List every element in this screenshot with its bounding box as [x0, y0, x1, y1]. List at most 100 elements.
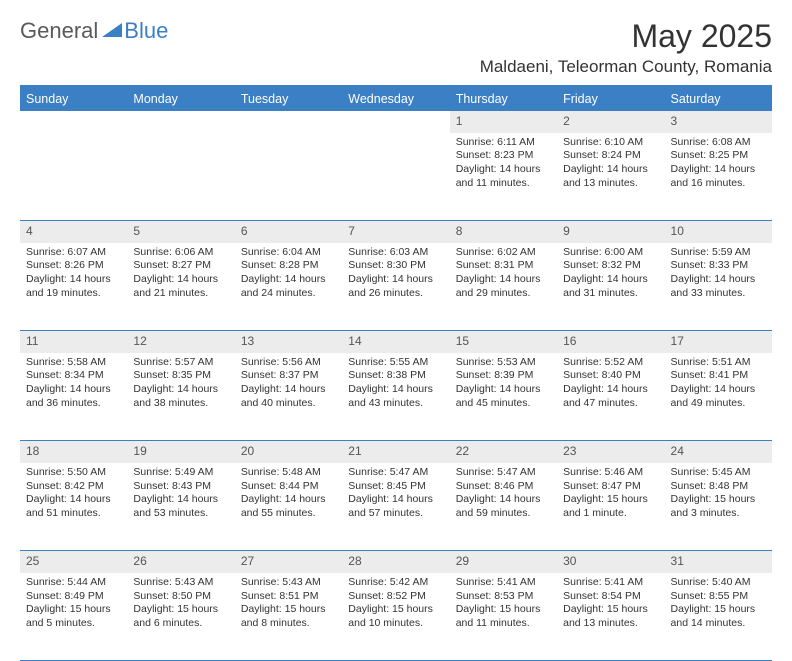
day-cell: Sunrise: 5:41 AMSunset: 8:54 PMDaylight:… [557, 573, 664, 661]
day-cell: Sunrise: 5:42 AMSunset: 8:52 PMDaylight:… [342, 573, 449, 661]
sunrise-text: Sunrise: 5:59 AM [671, 246, 766, 260]
day-header: Sunday [20, 86, 127, 111]
week-row: Sunrise: 6:11 AMSunset: 8:23 PMDaylight:… [20, 133, 772, 221]
day-number-cell: 19 [127, 441, 234, 463]
sunrise-text: Sunrise: 5:41 AM [456, 576, 551, 590]
daylight-text: Daylight: 14 hours [456, 163, 551, 177]
daylight-text: and 49 minutes. [671, 397, 766, 411]
sunrise-text: Sunrise: 5:40 AM [671, 576, 766, 590]
sunrise-text: Sunrise: 5:47 AM [456, 466, 551, 480]
sunrise-text: Sunrise: 5:52 AM [563, 356, 658, 370]
daylight-text: and 16 minutes. [671, 177, 766, 191]
daylight-text: Daylight: 14 hours [26, 493, 121, 507]
day-number-cell: 15 [450, 331, 557, 353]
day-number-cell: 31 [665, 551, 772, 573]
day-cell: Sunrise: 5:50 AMSunset: 8:42 PMDaylight:… [20, 463, 127, 551]
sunset-text: Sunset: 8:41 PM [671, 369, 766, 383]
sunrise-text: Sunrise: 5:56 AM [241, 356, 336, 370]
daylight-text: Daylight: 14 hours [563, 383, 658, 397]
daylight-text: Daylight: 14 hours [241, 383, 336, 397]
daylight-text: and 11 minutes. [456, 617, 551, 631]
daylight-text: and 26 minutes. [348, 287, 443, 301]
day-number-cell: 6 [235, 221, 342, 243]
sunrise-text: Sunrise: 6:04 AM [241, 246, 336, 260]
day-cell: Sunrise: 5:47 AMSunset: 8:46 PMDaylight:… [450, 463, 557, 551]
daynum-row: 11121314151617 [20, 331, 772, 353]
day-number-cell: 11 [20, 331, 127, 353]
daylight-text: Daylight: 15 hours [241, 603, 336, 617]
daylight-text: and 45 minutes. [456, 397, 551, 411]
daylight-text: Daylight: 14 hours [456, 273, 551, 287]
day-number-cell: 1 [450, 111, 557, 133]
daylight-text: and 13 minutes. [563, 177, 658, 191]
sunset-text: Sunset: 8:45 PM [348, 480, 443, 494]
daylight-text: and 51 minutes. [26, 507, 121, 521]
sunrise-text: Sunrise: 5:41 AM [563, 576, 658, 590]
daylight-text: Daylight: 14 hours [133, 493, 228, 507]
daylight-text: and 19 minutes. [26, 287, 121, 301]
sunrise-text: Sunrise: 5:45 AM [671, 466, 766, 480]
day-cell: Sunrise: 5:52 AMSunset: 8:40 PMDaylight:… [557, 353, 664, 441]
day-cell: Sunrise: 6:06 AMSunset: 8:27 PMDaylight:… [127, 243, 234, 331]
daylight-text: and 53 minutes. [133, 507, 228, 521]
sunrise-text: Sunrise: 5:43 AM [133, 576, 228, 590]
sunrise-text: Sunrise: 5:42 AM [348, 576, 443, 590]
sunrise-text: Sunrise: 5:51 AM [671, 356, 766, 370]
sunset-text: Sunset: 8:31 PM [456, 259, 551, 273]
day-cell: Sunrise: 5:44 AMSunset: 8:49 PMDaylight:… [20, 573, 127, 661]
daynum-row: 123 [20, 111, 772, 133]
day-number-cell: 22 [450, 441, 557, 463]
daylight-text: Daylight: 15 hours [456, 603, 551, 617]
sunset-text: Sunset: 8:55 PM [671, 590, 766, 604]
sunset-text: Sunset: 8:51 PM [241, 590, 336, 604]
day-cell [342, 133, 449, 221]
daylight-text: Daylight: 14 hours [348, 493, 443, 507]
day-number-cell: 24 [665, 441, 772, 463]
daylight-text: and 1 minute. [563, 507, 658, 521]
logo-text-general: General [20, 18, 98, 44]
sunrise-text: Sunrise: 5:49 AM [133, 466, 228, 480]
sunset-text: Sunset: 8:34 PM [26, 369, 121, 383]
sunrise-text: Sunrise: 5:55 AM [348, 356, 443, 370]
day-number-cell: 27 [235, 551, 342, 573]
day-number-cell: 23 [557, 441, 664, 463]
day-header: Tuesday [235, 86, 342, 111]
day-cell: Sunrise: 6:08 AMSunset: 8:25 PMDaylight:… [665, 133, 772, 221]
week-row: Sunrise: 5:50 AMSunset: 8:42 PMDaylight:… [20, 463, 772, 551]
day-number-cell: 7 [342, 221, 449, 243]
day-number-cell: 14 [342, 331, 449, 353]
sunrise-text: Sunrise: 5:43 AM [241, 576, 336, 590]
day-number-cell: 4 [20, 221, 127, 243]
sunrise-text: Sunrise: 6:11 AM [456, 136, 551, 150]
day-number-cell: 5 [127, 221, 234, 243]
day-cell: Sunrise: 5:40 AMSunset: 8:55 PMDaylight:… [665, 573, 772, 661]
sunset-text: Sunset: 8:25 PM [671, 149, 766, 163]
daylight-text: and 43 minutes. [348, 397, 443, 411]
day-cell: Sunrise: 5:46 AMSunset: 8:47 PMDaylight:… [557, 463, 664, 551]
day-cell: Sunrise: 5:43 AMSunset: 8:51 PMDaylight:… [235, 573, 342, 661]
daylight-text: Daylight: 15 hours [563, 603, 658, 617]
day-cell [127, 133, 234, 221]
sunrise-text: Sunrise: 6:06 AM [133, 246, 228, 260]
day-number-cell [342, 111, 449, 133]
week-row: Sunrise: 6:07 AMSunset: 8:26 PMDaylight:… [20, 243, 772, 331]
daylight-text: Daylight: 15 hours [26, 603, 121, 617]
daylight-text: and 31 minutes. [563, 287, 658, 301]
logo: General Blue [20, 18, 168, 44]
day-number-cell: 3 [665, 111, 772, 133]
day-cell: Sunrise: 6:04 AMSunset: 8:28 PMDaylight:… [235, 243, 342, 331]
day-cell: Sunrise: 6:02 AMSunset: 8:31 PMDaylight:… [450, 243, 557, 331]
sunset-text: Sunset: 8:39 PM [456, 369, 551, 383]
day-number-cell [20, 111, 127, 133]
sunrise-text: Sunrise: 5:57 AM [133, 356, 228, 370]
day-cell: Sunrise: 5:55 AMSunset: 8:38 PMDaylight:… [342, 353, 449, 441]
sunset-text: Sunset: 8:37 PM [241, 369, 336, 383]
daylight-text: Daylight: 14 hours [456, 493, 551, 507]
day-cell: Sunrise: 5:49 AMSunset: 8:43 PMDaylight:… [127, 463, 234, 551]
daylight-text: and 11 minutes. [456, 177, 551, 191]
sunset-text: Sunset: 8:53 PM [456, 590, 551, 604]
day-cell: Sunrise: 5:59 AMSunset: 8:33 PMDaylight:… [665, 243, 772, 331]
day-cell: Sunrise: 6:10 AMSunset: 8:24 PMDaylight:… [557, 133, 664, 221]
sunrise-text: Sunrise: 5:58 AM [26, 356, 121, 370]
day-number-cell: 12 [127, 331, 234, 353]
